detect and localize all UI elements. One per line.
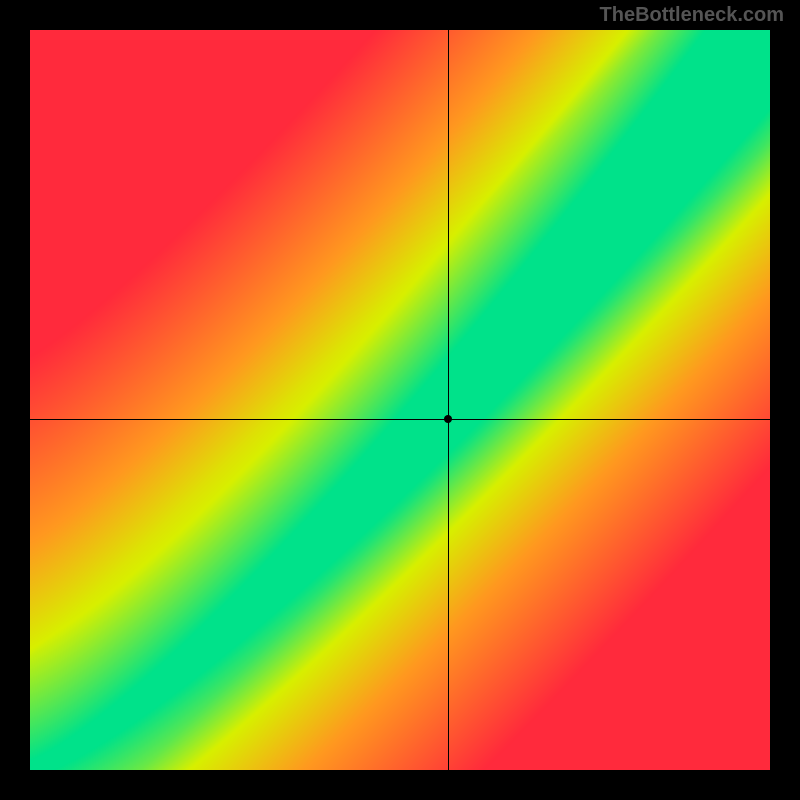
chart-container: TheBottleneck.com bbox=[0, 0, 800, 800]
crosshair-marker bbox=[444, 415, 452, 423]
crosshair-horizontal bbox=[30, 419, 770, 420]
heatmap-canvas bbox=[30, 30, 770, 770]
crosshair-vertical bbox=[448, 30, 449, 770]
watermark-text: TheBottleneck.com bbox=[600, 4, 784, 27]
plot-area bbox=[30, 30, 770, 770]
